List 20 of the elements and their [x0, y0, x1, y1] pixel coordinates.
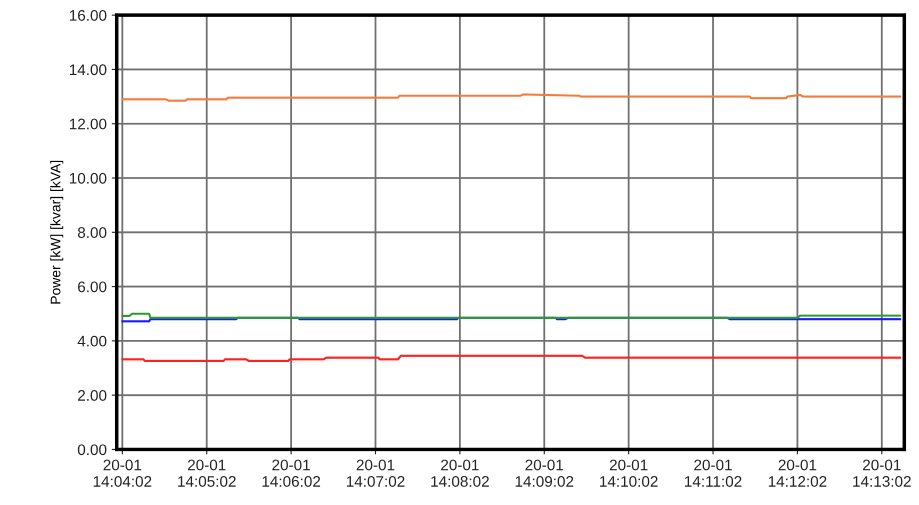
y-tick-label: 8.00	[78, 227, 106, 238]
x-tick-label: 20-01 14:05:02	[178, 460, 236, 487]
y-tick-label: 14.00	[70, 64, 106, 76]
y-tick-label: 0.00	[78, 444, 106, 456]
x-tick-label: 20-01 14:08:02	[431, 460, 489, 487]
x-tick-label: 20-01 14:10:02	[600, 460, 658, 487]
y-tick-label: 4.00	[78, 336, 106, 347]
x-tick-label: 20-01 14:13:02	[853, 460, 911, 487]
x-tick-label: 20-01 14:09:02	[516, 460, 574, 487]
y-tick-label: 6.00	[78, 281, 106, 292]
x-tick-label: 20-01 14:04:02	[94, 460, 152, 487]
x-tick-label: 20-01 14:12:02	[768, 460, 826, 487]
x-tick-label: 20-01 14:06:02	[262, 460, 320, 487]
x-tick-label: 20-01 14:07:02	[346, 460, 404, 487]
y-tick-label: 16.00	[70, 10, 106, 21]
y-tick-label: 12.00	[70, 118, 106, 130]
y-tick-label: 2.00	[78, 390, 106, 401]
y-tick-label: 10.00	[70, 172, 106, 184]
x-tick-label: 20-01 14:11:02	[685, 460, 742, 487]
y-axis-title: Power [kW] [kvar] [kVA]	[50, 160, 64, 304]
